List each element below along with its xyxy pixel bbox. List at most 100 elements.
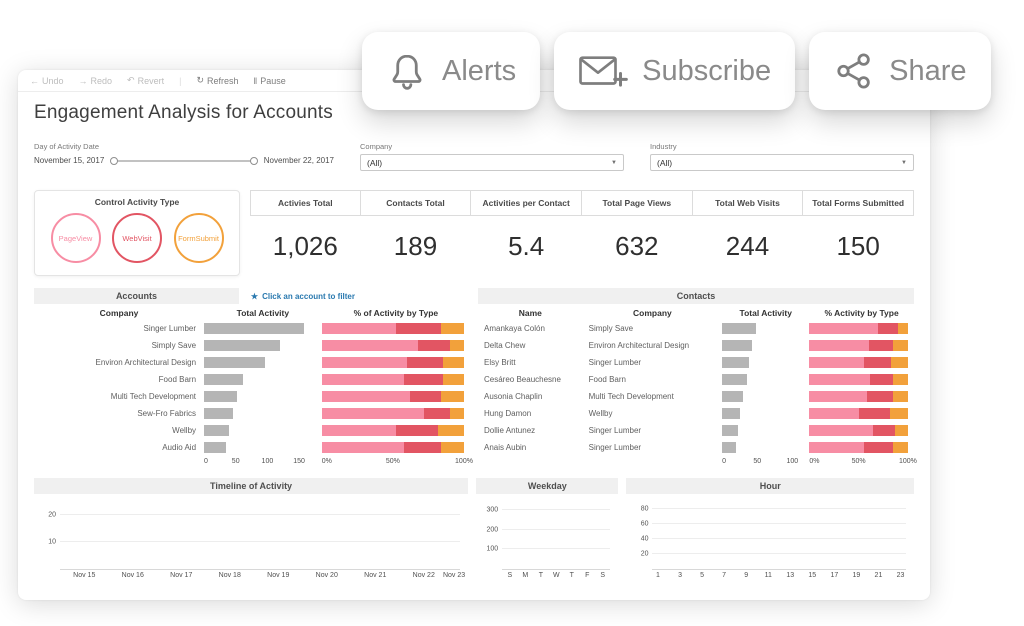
segment-webvisit (863, 357, 892, 368)
total-activity-bar (722, 408, 741, 419)
column-header-activity-by-type[interactable]: % of Activity by Type (353, 308, 439, 318)
x-axis-label: S (600, 572, 606, 579)
weekday-panel: Weekday 100 200 300 S M T W T F S (476, 478, 619, 586)
segment-formsubmit (898, 323, 908, 334)
column-header-name[interactable]: Name (518, 308, 542, 318)
segment-webvisit (395, 425, 439, 436)
accounts-filter-hint[interactable]: ★ Click an account to filter (239, 288, 355, 304)
slider-handle-start[interactable] (110, 156, 119, 165)
column-header-company[interactable]: Company (99, 308, 139, 318)
timeline-title: Timeline of Activity (34, 478, 469, 494)
column-header-activity-by-type[interactable]: % Activity by Type (824, 308, 899, 318)
x-axis-labels: Nov 15 Nov 16 Nov 17 Nov 18 Nov 19 Nov 20 Nov … (60, 569, 465, 579)
kpi-label: Contacts Total (359, 190, 472, 216)
timeline-panel: Timeline of Activity 10 20 Nov 15 Nov 16 Nov… (34, 478, 469, 586)
bars (652, 502, 906, 569)
share-button[interactable]: Share (809, 32, 991, 110)
segment-formsubmit (438, 425, 464, 436)
x-axis-label: S (507, 572, 513, 579)
alerts-button[interactable]: Alerts (362, 32, 541, 110)
segment-pageview (321, 391, 410, 402)
x-axis-label: 13 (786, 572, 795, 579)
toolbar-divider: | (179, 75, 182, 86)
axis-tick: 100% (899, 458, 917, 465)
segment-pageview (809, 425, 874, 436)
contact-row[interactable]: Ausonia Chaplin Multi Tech Development (478, 388, 914, 405)
slider-handle-end[interactable] (249, 156, 258, 165)
account-row[interactable]: Singer Lumber (34, 320, 470, 337)
activity-mix-bar (321, 340, 464, 351)
account-row[interactable]: Multi Tech Development (34, 388, 470, 405)
axis-spacer (478, 457, 583, 470)
axis-tick: 50% (851, 458, 866, 465)
undo-button[interactable]: ← Undo (30, 76, 64, 86)
kpi-value: 632 (615, 230, 659, 261)
segment-webvisit (870, 374, 894, 385)
contact-row[interactable]: Anais Aubin Singer Lumber (478, 439, 914, 456)
date-range-slider[interactable] (110, 154, 258, 167)
activity-type-button-pageview[interactable]: PageView (50, 213, 101, 263)
account-name: Wellby (172, 426, 197, 435)
axis-tick: 100 (261, 458, 274, 465)
account-row[interactable]: Environ Architectural Design (34, 354, 470, 371)
accounts-column-headers: Company Total Activity % of Activity by … (34, 304, 470, 320)
contact-row[interactable]: Elsy Britt Singer Lumber (478, 354, 914, 371)
segment-webvisit (404, 374, 443, 385)
activity-type-button-webvisit[interactable]: WebVisit (112, 213, 162, 263)
account-row[interactable]: Audio Aid (34, 439, 470, 456)
segment-webvisit (404, 442, 442, 453)
refresh-button[interactable]: ↻ Refresh (196, 75, 238, 86)
total-activity-cell (722, 323, 799, 334)
total-activity-bar (204, 340, 281, 351)
slider-track (114, 160, 254, 162)
pct-axis: 0% 50% 100% (321, 457, 473, 470)
account-row[interactable]: Sew-Fro Fabrics (34, 405, 470, 422)
contact-name: Cesáreo Beauchesne (484, 375, 561, 384)
refresh-icon: ↻ (196, 75, 204, 85)
redo-button[interactable]: → Redo (79, 76, 113, 86)
contact-row[interactable]: Dollie Antunez Singer Lumber (478, 422, 914, 439)
column-header-total-activity[interactable]: Total Activity (236, 308, 290, 318)
hour-plot: 20 40 60 80 1 3 5 7 9 11 13 15 17 19 21 23 (641, 502, 907, 579)
segment-webvisit (418, 340, 450, 351)
company-select[interactable]: (All) ▼ (360, 154, 624, 171)
column-header-total-activity[interactable]: Total Activity (739, 308, 792, 318)
account-name: Singer Lumber (143, 324, 197, 333)
account-row[interactable]: Food Barn (34, 371, 470, 388)
total-activity-cell (204, 374, 312, 385)
revert-button[interactable]: ↶ Revert (127, 75, 164, 86)
contact-row[interactable]: Cesáreo Beauchesne Food Barn (478, 371, 914, 388)
company-select-value: (All) (367, 157, 383, 168)
y-axis-label: 200 (486, 526, 499, 534)
contact-row[interactable]: Hung Damon Wellby (478, 405, 914, 422)
weekday-plot: 100 200 300 S M T W T F S (486, 502, 611, 579)
contact-row[interactable]: Amankaya Colón Simply Save (478, 320, 914, 337)
axis-tick: 0% (321, 458, 332, 465)
segment-formsubmit (449, 408, 464, 419)
bars (502, 502, 610, 569)
total-activity-bar (204, 323, 305, 334)
activity-mix-bar (809, 357, 908, 368)
activity-mix-bar (321, 408, 464, 419)
total-activity-cell (722, 408, 799, 419)
activity-type-button-formsubmit[interactable]: FormSubmit (173, 213, 224, 263)
y-axis-label: 10 (48, 538, 56, 546)
activity-mix-bar (809, 374, 908, 385)
contact-name: Delta Chew (484, 341, 526, 350)
timeline-plot: 10 20 Nov 15 Nov 16 Nov 17 Nov 18 Nov 19 Nov 20… (48, 502, 465, 579)
account-row[interactable]: Simply Save (34, 337, 470, 354)
x-axis-label: M (522, 572, 529, 579)
kpi-tile: Total Page Views 632 (580, 190, 693, 276)
pause-button[interactable]: ‖ Pause (254, 76, 286, 86)
industry-select[interactable]: (All) ▼ (650, 154, 914, 171)
contact-row[interactable]: Delta Chew Environ Architectural Design (478, 337, 914, 354)
contact-company: Food Barn (588, 375, 626, 384)
column-header-company[interactable]: Company (633, 308, 672, 318)
axis-tick: 50 (753, 458, 762, 465)
contact-company: Environ Architectural Design (588, 341, 690, 350)
contact-name: Elsy Britt (484, 358, 516, 367)
subscribe-button[interactable]: Subscribe (554, 32, 796, 110)
filter-row: Day of Activity Date November 15, 2017 N… (18, 134, 930, 182)
contacts-rows: Amankaya Colón Simply Save Delta Chew Envir… (478, 320, 914, 457)
account-row[interactable]: Wellby (34, 422, 470, 439)
